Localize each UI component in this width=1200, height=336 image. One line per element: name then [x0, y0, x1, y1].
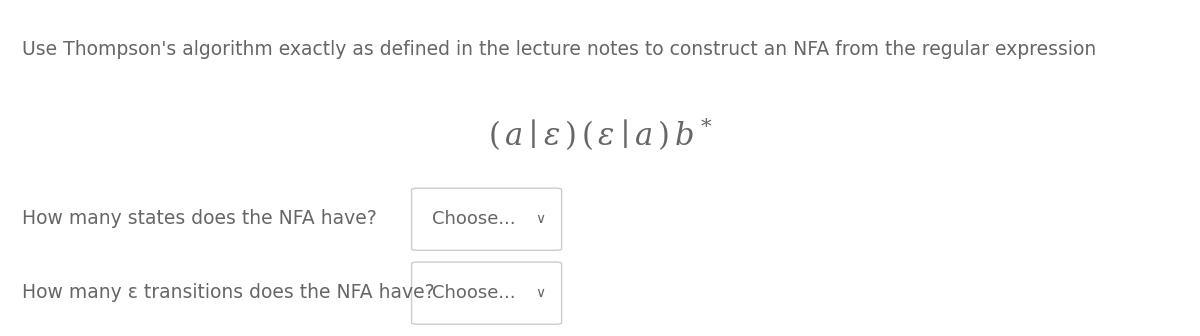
Text: $( \, a \mid \varepsilon \, ) \, ( \, \varepsilon \mid a \, ) \, b^*$: $( \, a \mid \varepsilon \, ) \, ( \, \v…	[487, 116, 713, 153]
FancyBboxPatch shape	[412, 188, 562, 250]
FancyBboxPatch shape	[412, 262, 562, 324]
Text: How many ε transitions does the NFA have?: How many ε transitions does the NFA have…	[22, 283, 434, 302]
Text: How many states does the NFA have?: How many states does the NFA have?	[22, 209, 377, 228]
Text: Choose...: Choose...	[432, 210, 516, 228]
Text: Choose...: Choose...	[432, 284, 516, 302]
Text: Use Thompson's algorithm exactly as defined in the lecture notes to construct an: Use Thompson's algorithm exactly as defi…	[22, 40, 1096, 59]
Text: ∨: ∨	[535, 286, 545, 300]
Text: ∨: ∨	[535, 212, 545, 226]
